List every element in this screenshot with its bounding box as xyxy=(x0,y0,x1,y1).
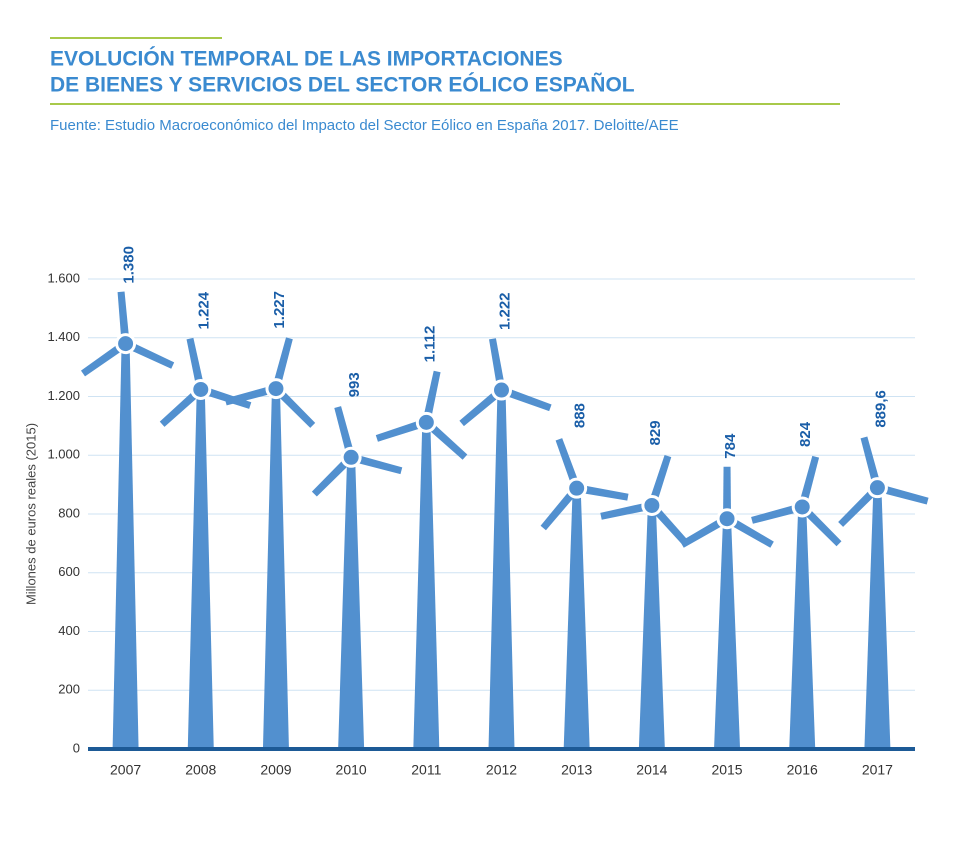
turbine-blade xyxy=(272,337,293,390)
turbine-hub xyxy=(190,378,212,400)
value-label: 1.112 xyxy=(421,326,438,363)
turbine-blade xyxy=(751,503,804,524)
value-label: 824 xyxy=(797,421,814,447)
y-tick-label: 1.200 xyxy=(47,388,80,403)
turbine-tower xyxy=(413,422,440,749)
turbine-blade xyxy=(575,484,629,501)
y-tick-label: 600 xyxy=(58,564,80,579)
turbine-blade xyxy=(798,455,820,508)
turbine-blade xyxy=(123,339,175,369)
turbine-hub xyxy=(115,333,137,355)
turbine-blade xyxy=(199,385,252,409)
turbine-tower xyxy=(187,389,214,749)
turbine-tower xyxy=(864,487,891,749)
x-tick-label: 2016 xyxy=(787,762,818,778)
turbine-hub xyxy=(265,378,287,400)
x-tick-label: 2011 xyxy=(411,762,441,778)
turbine-blade xyxy=(224,384,277,406)
turbine-blade xyxy=(799,504,842,547)
turbine-blade xyxy=(159,386,204,427)
x-tick-label: 2008 xyxy=(185,762,216,778)
turbine-blade xyxy=(422,370,441,424)
turbine-tower xyxy=(638,505,665,749)
turbine-blade xyxy=(80,340,128,377)
turbine-tower xyxy=(262,388,289,749)
turbine-blade xyxy=(375,418,428,442)
x-tick-label: 2009 xyxy=(260,762,291,778)
turbine-blade xyxy=(555,438,581,490)
turbine-hub xyxy=(866,477,888,499)
turbine-blade xyxy=(680,515,730,548)
turbine-hub xyxy=(716,508,738,530)
turbine-blade xyxy=(500,386,552,412)
value-label: 1.227 xyxy=(271,291,288,329)
turbine-hub xyxy=(340,446,362,468)
turbine-hub xyxy=(491,379,512,401)
turbine-blade xyxy=(838,484,881,527)
turbine-tower xyxy=(338,457,365,749)
turbine-blade xyxy=(117,291,130,344)
chart-subtitle: Fuente: Estudio Macroeconómico del Impac… xyxy=(50,117,679,134)
x-tick-label: 2013 xyxy=(561,762,592,778)
turbine-blade xyxy=(723,466,732,519)
turbine-blade xyxy=(186,337,205,391)
turbine-blade xyxy=(311,454,354,497)
x-tick-label: 2007 xyxy=(110,762,141,778)
y-tick-label: 1.000 xyxy=(47,447,80,462)
turbine-blade xyxy=(860,436,882,489)
turbine-blade xyxy=(648,454,672,507)
value-label: 1.224 xyxy=(196,291,213,329)
turbine-hub xyxy=(641,494,663,516)
chart-title: DE BIENES Y SERVICIOS DEL SECTOR EÓLICO … xyxy=(50,73,635,97)
x-tick-label: 2015 xyxy=(711,762,742,778)
x-tick-label: 2010 xyxy=(336,762,367,778)
y-tick-label: 1.600 xyxy=(47,270,80,285)
turbine-blade xyxy=(600,501,653,520)
turbine-hub xyxy=(415,411,437,433)
x-tick-label: 2012 xyxy=(486,762,517,778)
turbine-hub xyxy=(791,496,813,518)
y-tick-label: 1.400 xyxy=(47,329,80,344)
turbine-hub xyxy=(566,477,588,499)
turbine-blade xyxy=(334,406,356,459)
value-label: 1.380 xyxy=(121,246,138,284)
turbine-tower xyxy=(112,343,139,749)
value-label: 784 xyxy=(722,433,739,459)
y-tick-label: 0 xyxy=(73,740,80,755)
y-tick-label: 400 xyxy=(58,623,80,638)
y-tick-label: 200 xyxy=(58,682,80,697)
y-axis-label: Millones de euros reales (2015) xyxy=(23,423,38,605)
turbine-blade xyxy=(423,419,468,460)
turbine-blade xyxy=(725,515,774,548)
x-tick-label: 2014 xyxy=(636,762,667,778)
value-label: 829 xyxy=(647,420,664,445)
value-label: 888 xyxy=(572,403,589,428)
value-label: 1.222 xyxy=(496,292,513,330)
turbine-tower xyxy=(714,518,741,749)
turbine-blade xyxy=(459,386,505,427)
value-label: 993 xyxy=(346,372,363,397)
turbine-blade xyxy=(350,453,403,475)
turbine-blade xyxy=(540,485,580,531)
turbine-tower xyxy=(488,390,515,749)
chart-title: EVOLUCIÓN TEMPORAL DE LAS IMPORTACIONES xyxy=(50,47,563,71)
turbine-blade xyxy=(648,502,690,547)
turbine-blade xyxy=(489,338,506,391)
turbine-tower xyxy=(563,488,590,749)
turbine-tower xyxy=(789,506,816,749)
turbine-blade xyxy=(273,385,316,428)
x-tick-label: 2017 xyxy=(862,762,893,778)
value-label: 889,6 xyxy=(872,390,889,428)
y-tick-label: 800 xyxy=(58,505,80,520)
turbine-blade xyxy=(876,483,929,505)
